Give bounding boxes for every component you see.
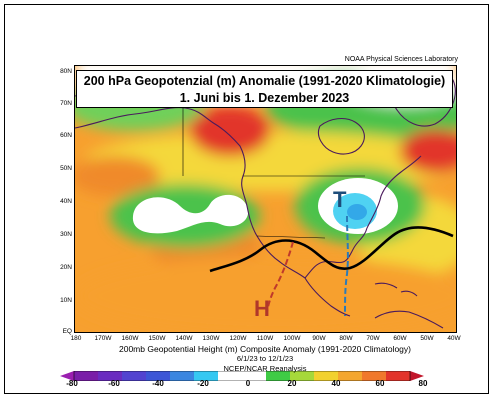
lat-label: 30N — [60, 231, 72, 238]
high-pressure-marker: H — [254, 296, 270, 321]
lat-label: 50N — [60, 165, 72, 172]
colorbar-label: -20 — [197, 379, 209, 388]
jet-stream-line — [209, 226, 454, 273]
lat-label: 40N — [60, 198, 72, 205]
colorbar-label: 80 — [418, 379, 428, 388]
trough-marker: T — [333, 187, 347, 212]
data-credit: NCEP/NCAR Reanalysis — [223, 364, 307, 373]
colorbar-label: 40 — [331, 379, 341, 388]
colorbar-label: 60 — [375, 379, 385, 388]
lat-label: 60N — [60, 132, 72, 139]
colorbar-label: -80 — [66, 379, 78, 388]
negative-anomaly-west — [132, 194, 249, 234]
colorbar-label: 0 — [245, 379, 251, 388]
lon-label: 130W — [202, 335, 220, 342]
colorbar-label: -40 — [152, 379, 164, 388]
ridge-axis — [266, 241, 294, 313]
colorbar-label: -60 — [108, 379, 120, 388]
lon-label: 100W — [283, 335, 301, 342]
borders — [182, 108, 365, 239]
lon-label: 70W — [366, 335, 380, 342]
lat-label: 80N — [60, 68, 72, 75]
lon-label: 120W — [229, 335, 247, 342]
lat-label: EQ — [62, 328, 72, 335]
colorbar-label: 20 — [287, 379, 297, 388]
map-caption: 200mb Geopotential Height (m) Composite … — [119, 344, 411, 354]
colorbar — [60, 368, 435, 382]
lon-label: 50W — [420, 335, 434, 342]
lon-label: 150W — [148, 335, 166, 342]
lon-label: 180 — [70, 335, 82, 342]
date-range: 6/1/23 to 12/1/23 — [236, 354, 294, 363]
lon-label: 90W — [312, 335, 326, 342]
lat-label: 20N — [60, 264, 72, 271]
lon-label: 40W — [447, 335, 461, 342]
lon-label: 160W — [121, 335, 139, 342]
map-title-line1: 200 hPa Geopotenzial (m) Anomalie (1991-… — [83, 74, 446, 88]
map-title-line2: 1. Juni bis 1. Dezember 2023 — [179, 91, 350, 105]
lon-label: 110W — [256, 335, 274, 342]
source-label: NOAA Physical Sciences Laboratory — [344, 56, 458, 63]
lat-label: 10N — [60, 297, 72, 304]
lon-label: 80W — [339, 335, 353, 342]
lat-label: 70N — [60, 100, 72, 107]
figure-frame — [4, 4, 489, 394]
trough-axis — [344, 215, 349, 317]
lon-label: 170W — [94, 335, 112, 342]
lon-label: 60W — [393, 335, 407, 342]
map-title-box: 200 hPa Geopotenzial (m) Anomalie (1991-… — [76, 70, 453, 108]
lon-label: 140W — [175, 335, 193, 342]
